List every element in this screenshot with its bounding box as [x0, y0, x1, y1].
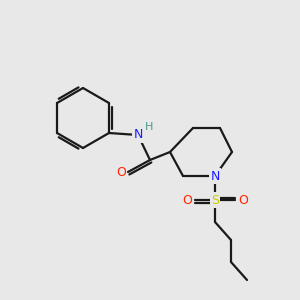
Text: N: N [210, 169, 220, 182]
Text: O: O [238, 194, 248, 206]
Text: O: O [182, 194, 192, 206]
Text: O: O [116, 166, 126, 178]
Text: H: H [145, 122, 153, 132]
Text: S: S [211, 194, 219, 206]
Text: N: N [133, 128, 143, 142]
